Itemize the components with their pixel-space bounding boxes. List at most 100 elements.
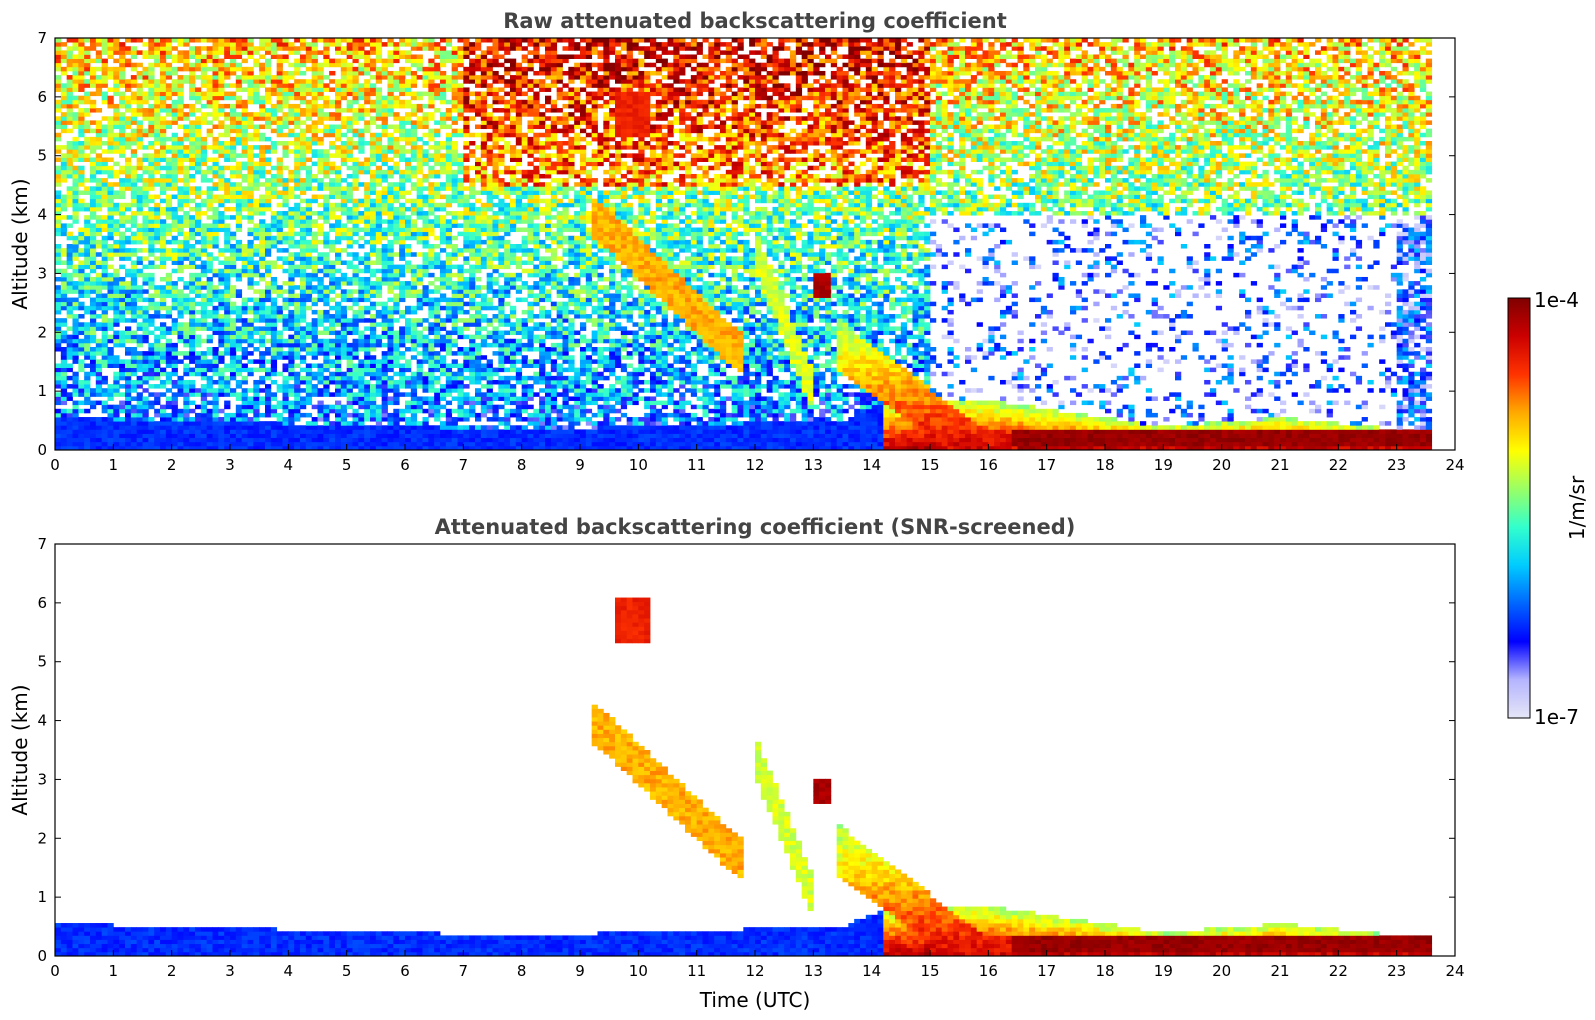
heatmap-cell [381,231,388,237]
heatmap-cell [130,202,138,208]
heatmap-cell [171,396,178,401]
heatmap-cell [206,66,213,72]
heatmap-cell [270,425,278,430]
heatmap-cell [60,297,68,303]
heatmap-cell [358,404,365,410]
heatmap-cell [183,149,190,154]
heatmap-cell [119,417,126,422]
heatmap-cell [416,58,423,64]
heatmap-cell [335,355,342,360]
heatmap-cell [160,70,167,76]
heatmap-cell [218,91,225,97]
heatmap-cell [72,445,79,450]
heatmap-cell [288,272,295,278]
heatmap-cell [381,244,388,249]
heatmap-cell [154,334,161,340]
heatmap-cell [119,359,126,364]
heatmap-cell [329,404,336,410]
heatmap-cell [375,256,383,261]
heatmap-cell [142,417,149,422]
heatmap-cell [212,99,219,105]
heatmap-cell [241,400,248,406]
heatmap-cell [294,186,301,191]
heatmap-cell [276,46,283,51]
heatmap-cell [212,363,219,368]
heatmap-cell [393,87,400,92]
heatmap-cell [329,169,336,175]
heatmap-cell [294,441,301,447]
heatmap-cell [311,264,318,270]
heatmap-cell [177,58,184,64]
heatmap-cell [84,281,91,286]
heatmap-cell [55,297,62,303]
heatmap-cell [84,79,91,84]
heatmap-cell [107,355,114,360]
heatmap-cell [224,42,231,47]
heatmap-cell [381,169,388,175]
heatmap-cell [177,215,184,220]
heatmap-cell [300,429,307,434]
heatmap-cell [107,318,114,323]
heatmap-cell [335,293,342,298]
heatmap-cell [294,342,301,348]
heatmap-cell [323,244,330,249]
heatmap-cell [253,50,260,55]
heatmap-cell [335,388,342,393]
heatmap-cell [364,99,371,105]
heatmap-cell [160,305,167,311]
heatmap-cell [416,165,423,171]
heatmap-cell [393,330,400,336]
heatmap-cell [200,136,208,142]
heatmap-cell [346,50,353,55]
heatmap-cell [183,75,190,80]
heatmap-cell [300,293,307,298]
heatmap-cell [317,293,324,298]
heatmap-cell [142,235,149,241]
heatmap-cell [381,326,388,331]
heatmap-cell [358,347,365,352]
heatmap-cell [393,429,400,434]
heatmap-cell [387,330,394,336]
heatmap-cell [218,421,225,426]
heatmap-cell [60,231,68,237]
heatmap-cell [270,322,278,327]
heatmap-cell [90,206,97,212]
heatmap-cell [195,120,202,125]
heatmap-cell [241,50,248,55]
heatmap-cell [230,375,237,381]
heatmap-cell [253,367,260,373]
heatmap-cell [189,128,196,134]
heatmap-cell [422,359,429,364]
heatmap-cell [317,367,324,373]
heatmap-cell [90,326,97,331]
heatmap-cell [101,276,108,282]
heatmap-cell [200,396,208,401]
heatmap-cell [113,223,120,228]
heatmap-cell [183,169,190,175]
heatmap-cell [294,112,301,117]
heatmap-cell [224,215,231,220]
heatmap-cell [241,194,248,200]
heatmap-cell [230,425,237,430]
heatmap-cell [270,371,278,377]
heatmap-cell [160,285,167,290]
heatmap-cell [282,202,289,208]
heatmap-cell [300,182,307,187]
heatmap-cell [165,330,173,336]
heatmap-cell [84,223,91,228]
heatmap-cell [259,231,266,237]
heatmap-cell [399,441,406,447]
heatmap-cell [428,396,435,401]
heatmap-cell [375,149,383,154]
heatmap-cell [253,95,260,101]
heatmap-cell [148,400,155,406]
heatmap-cell [311,342,318,348]
heatmap-cell [148,276,155,282]
heatmap-cell [224,375,231,381]
heatmap-cell [183,351,190,356]
heatmap-cell [113,120,120,125]
heatmap-cell [416,153,423,158]
heatmap-cell [253,62,260,68]
heatmap-cell [177,157,184,162]
heatmap-cell [364,268,371,274]
